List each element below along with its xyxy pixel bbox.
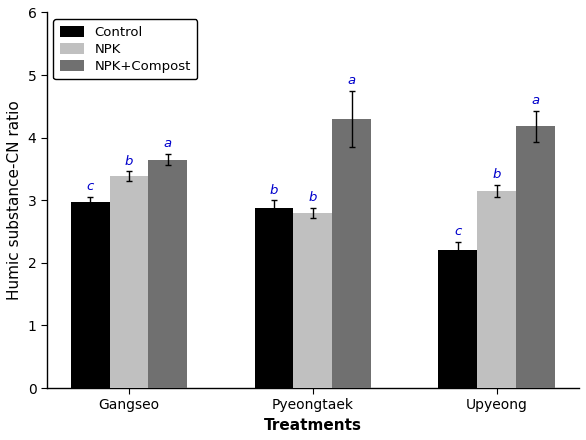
Bar — [516, 126, 556, 388]
Text: a: a — [164, 137, 172, 150]
Bar — [438, 250, 478, 388]
Bar — [332, 119, 372, 388]
Bar — [70, 202, 110, 388]
Text: c: c — [454, 225, 462, 238]
Text: b: b — [309, 191, 317, 204]
Text: b: b — [125, 155, 133, 168]
Bar — [148, 160, 188, 388]
Text: c: c — [87, 180, 94, 193]
Legend: Control, NPK, NPK+Compost: Control, NPK, NPK+Compost — [53, 19, 197, 79]
Bar — [294, 213, 332, 388]
Bar — [254, 208, 294, 388]
Text: a: a — [532, 94, 540, 107]
Bar — [110, 176, 148, 388]
Text: b: b — [493, 168, 501, 181]
X-axis label: Treatments: Treatments — [264, 418, 362, 433]
Y-axis label: Humic substance-CN ratio: Humic substance-CN ratio — [7, 100, 22, 300]
Bar — [478, 191, 516, 388]
Text: a: a — [348, 74, 356, 87]
Text: b: b — [270, 183, 278, 197]
